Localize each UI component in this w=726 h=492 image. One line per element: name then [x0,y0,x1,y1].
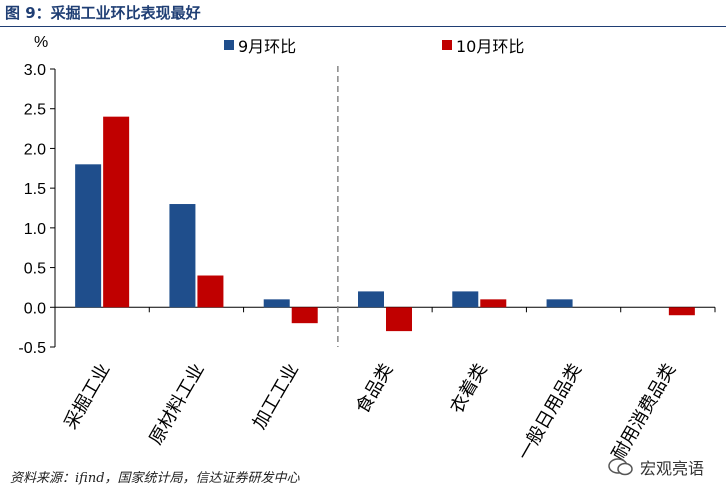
legend-label-sep: 9月环比 [238,37,297,56]
legend-swatch-oct [442,40,452,50]
watermark-label: 宏观亮语 [639,459,704,478]
source-note: 资料来源：ifind，国家统计局，信达证券研发中心 [10,471,300,486]
x-category-label: 一般日用品类 [514,360,586,464]
y-unit-label: % [34,34,49,51]
title-divider [0,26,726,27]
y-tick-label: 0.5 [24,261,46,278]
legend-swatch-sep [224,40,234,50]
y-tick-label: 1.0 [24,221,46,238]
y-tick-label: 3.0 [24,62,46,79]
bar-sep [75,164,102,308]
legend-item-oct: 10月环比 [442,33,524,57]
legend-label-oct: 10月环比 [456,37,525,56]
y-tick-label: 2.0 [24,141,46,158]
x-category-label: 衣着类 [446,360,491,417]
y-tick-label: 2.5 [24,102,46,119]
bar-oct [291,307,318,324]
wechat-icon [608,458,633,476]
bar-oct [103,116,130,308]
y-tick-label: -0.5 [18,340,46,357]
bar-sep [169,204,196,308]
x-category-label: 原材料工业 [146,360,209,448]
bar-sep [263,299,290,308]
bar-oct [386,307,412,332]
y-tick-label: 0.0 [24,300,46,317]
y-tick-label: 1.5 [24,181,46,198]
x-category-label: 加工工业 [249,360,303,433]
figure-title: 图 9：采掘工业环比表现最好 [5,4,201,22]
bar-sep [452,291,479,308]
x-category-label: 耐用消费品类 [608,360,680,464]
x-category-label: 采掘工业 [60,360,114,433]
bar-oct [480,299,507,308]
bar-oct [668,307,695,316]
bar-oct [197,275,224,308]
x-category-label: 食品类 [352,360,397,417]
legend-item-sep: 9月环比 [224,33,296,57]
bar-sep [358,291,384,308]
bar-sep [546,299,573,308]
watermark: 宏观亮语 [608,455,704,479]
